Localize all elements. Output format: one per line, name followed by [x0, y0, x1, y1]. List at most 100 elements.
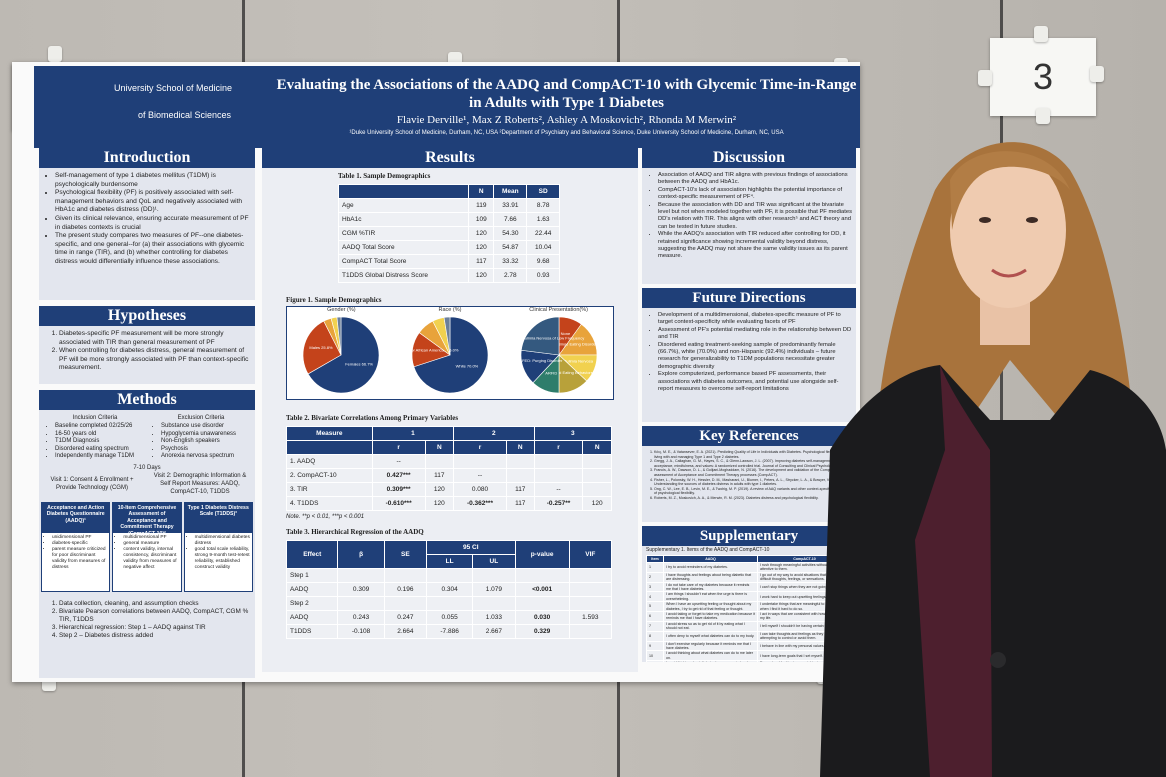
table-row: Age 119 33.91 8.78 — [337, 198, 560, 213]
hair-front — [950, 151, 1070, 230]
left-column: Introduction Self-management of type 1 d… — [39, 148, 255, 678]
table-cell: 7 — [646, 620, 664, 632]
table-cell: 0.247 — [383, 610, 428, 625]
hypothesis-item: When controlling for diabetes distress, … — [59, 347, 251, 373]
column-header: Measure — [286, 426, 373, 441]
table-cell: -- — [533, 482, 584, 497]
table-cell — [514, 596, 570, 611]
table-row: T1DDS -0.108 2.664 -7.886 2.667 0.329 — [285, 624, 613, 639]
methods-panel: Inclusion Criteria Baseline completed 02… — [39, 410, 255, 678]
jacket — [820, 365, 1166, 777]
inclusion-item: 16-50 years old — [55, 431, 145, 439]
table-header-row: N Mean SD — [337, 184, 560, 199]
org-name: University School of Medicine — [114, 83, 233, 93]
supplementary-panel: Supplementary 1. Items of the AADQ and C… — [642, 546, 856, 662]
exclusion-item: Hypoglycemia unawareness — [161, 431, 251, 439]
pie-chart: Clinical Presentation(%) None Binge Eating… — [506, 306, 609, 400]
table-row: HbA1c 109 7.66 1.63 — [337, 212, 560, 227]
poster-number-card: 3 — [990, 38, 1096, 116]
table-cell — [337, 568, 385, 583]
measure-point: diabetes-specific — [52, 541, 107, 547]
table-cell: 1.079 — [472, 582, 516, 597]
table-cell: T1DDS Global Distress Score — [337, 268, 470, 283]
column-header: SE — [383, 540, 428, 569]
future-item: Disordered eating treatment-seeking samp… — [658, 342, 852, 372]
table-cell — [383, 568, 428, 583]
table-row: 1. AADQ -- — [286, 454, 612, 469]
table-cell: 3. TIR — [286, 482, 373, 497]
inclusion-item: Baseline completed 02/25/26 — [55, 423, 145, 431]
table-cell: 120 — [468, 268, 495, 283]
pie-label: OSFED: Purging Disorder — [516, 358, 563, 363]
research-poster: University School of Medicine of Biomedi… — [12, 62, 860, 682]
inclusion-title: Inclusion Criteria — [72, 415, 118, 421]
table-cell: Step 1 — [285, 568, 339, 583]
table-cell: 120 — [468, 240, 495, 255]
pie-label: Males 25.8% — [310, 345, 334, 350]
introduction-item: Self-management of type 1 diabetes melli… — [55, 172, 251, 189]
table-cell: AADQ Total Score — [337, 240, 470, 255]
pie-label: ARFID — [545, 370, 557, 375]
column-header: 2 — [453, 426, 535, 441]
table-cell: 10.04 — [526, 240, 560, 255]
analysis-step: Data collection, cleaning, and assumptio… — [59, 600, 259, 608]
table-cell: 6 — [646, 611, 664, 622]
table-cell: Step 2 — [285, 596, 339, 611]
analysis-step: Bivariate Pearson correlations between A… — [59, 608, 259, 624]
column-header: AADQ — [663, 555, 758, 563]
table-cell: CGM %TIR — [337, 226, 470, 241]
table-cell: 109 — [468, 212, 495, 227]
table-cell: I avoid stress so as to get rid of it by… — [663, 620, 758, 632]
pie-chart: Gender (%) Females 66.7% Males 25.8% — [291, 307, 391, 400]
table2-caption: Table 2. Bivariate Correlations Among Pr… — [286, 414, 459, 422]
pie-title: Clinical Presentation(%) — [529, 306, 588, 313]
discussion-list: Association of AADQ and TIR aligns with … — [642, 168, 856, 265]
measure-point: general measure — [123, 541, 178, 547]
column-header: Item — [646, 555, 664, 563]
pie-label: OSFED: Bulimia Nervosa of Low Frequency — [511, 335, 584, 340]
table-cell: 7.66 — [493, 212, 528, 227]
pie-slice — [443, 316, 451, 355]
table-cell: I avoid thinking about diabetes because … — [663, 660, 758, 662]
table-cell: AADQ — [285, 582, 339, 597]
table-cell: 8 — [646, 630, 664, 642]
reference-item: Fisher, L., Polonsky, W. H., Hessler, D.… — [654, 478, 852, 487]
pie-label: Disordered Eating Behaviors — [541, 370, 592, 375]
table-cell: 9 — [646, 640, 664, 652]
table-cell: 0.080 — [453, 482, 507, 497]
table-row: CGM %TIR 120 54.30 22.44 — [337, 226, 560, 241]
figure1-caption: Figure 1. Sample Demographics — [286, 296, 382, 304]
table-cell: 2 — [646, 571, 664, 583]
presenter-photo — [820, 142, 1166, 777]
table-cell — [424, 454, 455, 469]
future-item: Development of a multidimensional, diabe… — [658, 312, 852, 327]
table-cell: 120 — [424, 496, 455, 511]
table-cell: 3 — [646, 581, 664, 593]
table-cell — [568, 624, 613, 639]
table-cell: -- — [453, 468, 507, 483]
pie-slice — [413, 316, 489, 393]
table-cell: I don't exercise regularly because it re… — [663, 640, 758, 652]
regression-table: Effect β SE 95 CI p-value VIF LL UL Step 1 AADQ 0.… — [285, 540, 613, 639]
days-label: 7-10 Days — [133, 465, 161, 471]
future-item: Assessment of PF's potential mediating r… — [658, 327, 852, 342]
table-cell: I often deny to myself what diabetes can… — [663, 630, 758, 642]
table-row: CompACT Total Score 117 33.32 9.68 — [337, 254, 560, 269]
table-cell: 1. AADQ — [286, 454, 373, 469]
table-row: Step 2 — [285, 596, 613, 611]
table-cell: 33.32 — [493, 254, 528, 269]
future-panel: Development of a multidimensional, diabe… — [642, 308, 856, 422]
column-header: p-value — [514, 540, 570, 569]
table-cell — [568, 596, 613, 611]
measure-box: Acceptance and Action Diabetes Questionn… — [41, 502, 111, 592]
discussion-item: Association of AADQ and TIR aligns with … — [658, 172, 852, 187]
table-cell — [568, 568, 613, 583]
table-cell: 120 — [468, 226, 495, 241]
table-cell: 8.78 — [526, 198, 560, 213]
measure-title: Acceptance and Action Diabetes Questionn… — [42, 503, 110, 533]
demographics-table: N Mean SD Age 119 33.91 8.78 HbA1c 109 7.66 1.63 CG… — [337, 184, 560, 283]
org-subname: of Biomedical Sciences — [138, 110, 232, 120]
table-cell: 0.427*** — [371, 468, 426, 483]
inclusion-item: T1DM Diagnosis — [55, 438, 145, 446]
